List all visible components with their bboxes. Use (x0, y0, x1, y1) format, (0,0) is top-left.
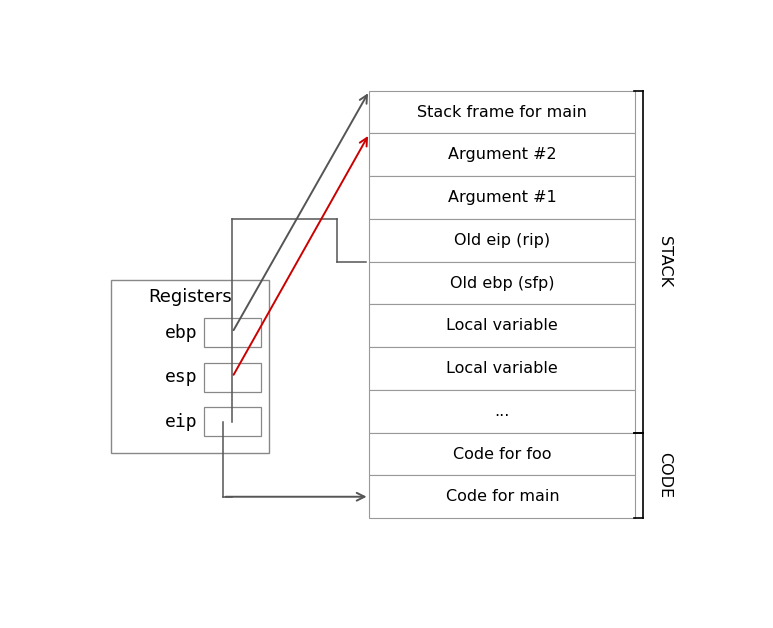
Bar (369, 262, 635, 305)
Text: Local variable: Local variable (447, 361, 558, 376)
Text: Old ebp (sfp): Old ebp (sfp) (450, 276, 554, 291)
Text: Stack frame for main: Stack frame for main (417, 105, 587, 119)
Text: ebp: ebp (165, 323, 197, 342)
Bar (203, 362, 261, 392)
Bar (111, 280, 269, 453)
Text: Argument #2: Argument #2 (448, 148, 557, 163)
Bar (369, 390, 635, 433)
Bar (369, 347, 635, 390)
Bar (369, 475, 635, 518)
Bar (369, 91, 635, 134)
Text: Registers: Registers (148, 288, 231, 306)
Bar (369, 433, 635, 475)
Text: esp: esp (165, 368, 197, 386)
Bar (369, 305, 635, 347)
Text: Old eip (rip): Old eip (rip) (455, 233, 550, 248)
Bar (203, 407, 261, 436)
Text: Code for main: Code for main (445, 489, 559, 504)
Text: Local variable: Local variable (447, 318, 558, 333)
Text: Code for foo: Code for foo (453, 447, 552, 462)
Text: Argument #1: Argument #1 (448, 190, 557, 205)
Text: STACK: STACK (657, 236, 673, 287)
Text: CODE: CODE (657, 452, 673, 499)
Bar (203, 318, 261, 347)
Bar (369, 134, 635, 176)
Text: eip: eip (165, 413, 197, 431)
Text: ...: ... (495, 404, 510, 419)
Bar (369, 176, 635, 219)
Bar (369, 219, 635, 262)
